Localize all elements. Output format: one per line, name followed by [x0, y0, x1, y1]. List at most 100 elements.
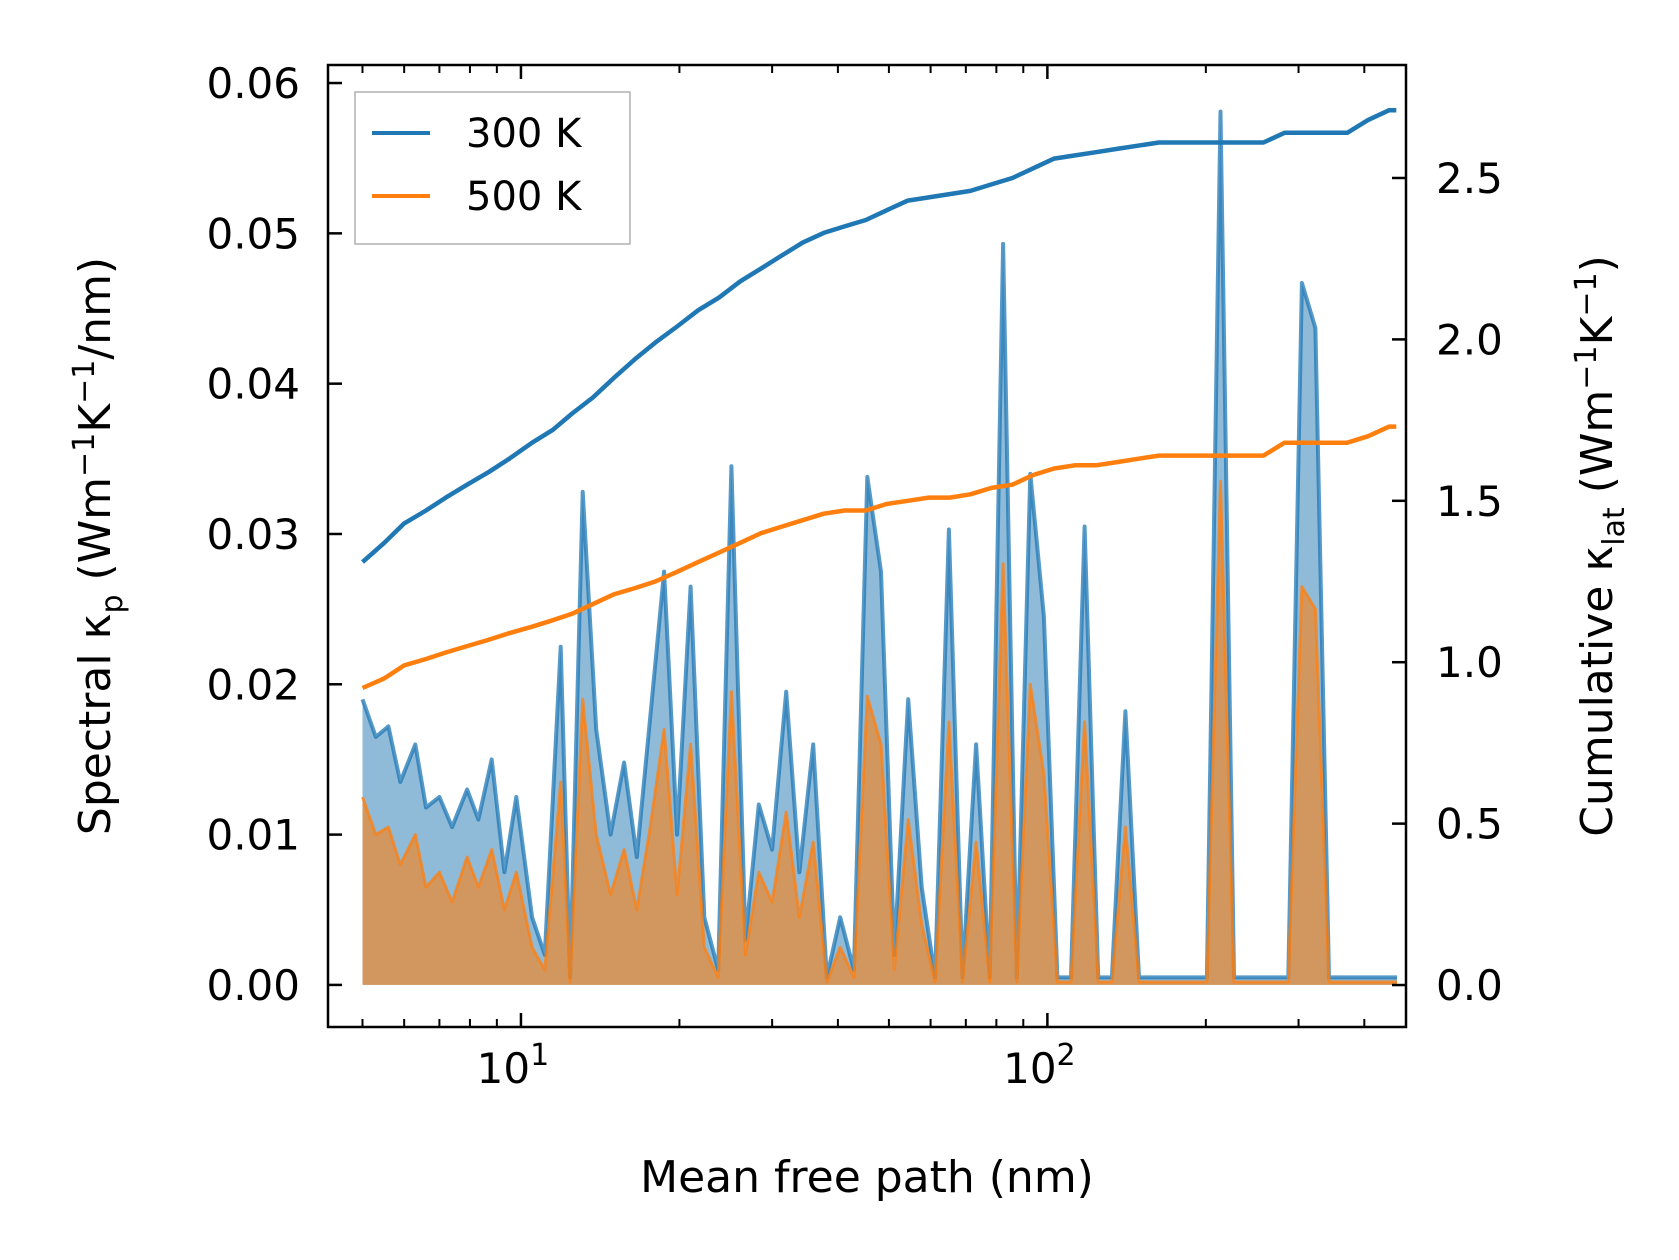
spectral-point — [893, 968, 896, 971]
spectral-point — [399, 863, 402, 866]
spectral-point — [975, 841, 978, 844]
spectral-point — [947, 528, 950, 531]
spectral-point — [1314, 608, 1317, 611]
spectral-point — [451, 826, 454, 829]
cumulative-point — [444, 651, 447, 654]
spectral-point — [374, 735, 377, 738]
spectral-point — [623, 848, 626, 851]
spectral-point — [1015, 980, 1018, 983]
spectral-point — [676, 893, 679, 896]
y-right-title-main: Cumulative κ — [1572, 546, 1623, 837]
spectral-point — [1300, 282, 1303, 285]
spectral-point — [595, 728, 598, 731]
cumulative-point — [383, 677, 386, 680]
spectral-point — [907, 698, 910, 701]
y-left-tick-label: 0.02 — [206, 660, 300, 709]
y-right-title-sub: lat — [1597, 507, 1632, 546]
cumulative-point — [1325, 441, 1328, 444]
spectral-point — [387, 725, 390, 728]
spectral-point — [649, 826, 652, 829]
y-left-ticks: 0.00 0.01 0.02 0.03 0.04 0.05 0.06 — [206, 59, 342, 1010]
cumulative-point — [906, 199, 909, 202]
cumulative-point — [654, 580, 657, 583]
spectral-point — [387, 826, 390, 829]
spectral-point — [839, 916, 842, 919]
spectral-point — [559, 645, 562, 648]
spectral-point — [503, 871, 506, 874]
cumulative-point — [531, 441, 534, 444]
y-left-tick-label: 0.06 — [206, 59, 300, 108]
y-left-title-sub: p — [95, 594, 130, 613]
cumulative-point — [634, 357, 637, 360]
cumulative-point — [1395, 109, 1398, 112]
spectral-point — [515, 871, 518, 874]
spectral-point — [477, 818, 480, 821]
cumulative-point — [1325, 131, 1328, 134]
spectral-point — [581, 490, 584, 493]
spectral-point — [1083, 525, 1086, 528]
spectral-point — [1110, 980, 1113, 983]
spectral-point — [757, 871, 760, 874]
cumulative-point — [843, 509, 846, 512]
spectral-point — [812, 841, 815, 844]
spectral-point — [1097, 980, 1100, 983]
cumulative-point — [1262, 141, 1265, 144]
spectral-point — [595, 833, 598, 836]
cumulative-point — [1388, 109, 1391, 112]
cumulative-point — [612, 593, 615, 596]
spectral-point — [1246, 980, 1249, 983]
spectral-point — [1246, 976, 1249, 979]
cumulative-point — [466, 645, 469, 648]
spectral-point — [559, 781, 562, 784]
y-left-tick-label: 0.01 — [206, 811, 300, 860]
spectral-point — [1029, 683, 1032, 686]
spectral-point — [414, 833, 417, 836]
spectral-point — [730, 465, 733, 468]
cumulative-point — [822, 512, 825, 515]
spectral-line-500k — [361, 479, 1397, 984]
cumulative-line-300k — [361, 107, 1397, 564]
spectral-point — [852, 976, 855, 979]
spectral-point — [1368, 976, 1371, 979]
y-right-axis-title: Cumulative κlat (Wm−1K−1) — [1569, 255, 1632, 837]
cumulative-point — [1220, 141, 1223, 144]
cumulative-point — [1053, 467, 1056, 470]
spectral-point — [1151, 976, 1154, 979]
spectral-point — [374, 833, 377, 836]
cumulative-point — [1262, 454, 1265, 457]
y-left-tick-label: 0.04 — [206, 360, 300, 409]
cumulative-point — [1136, 457, 1139, 460]
spectral-point — [961, 980, 964, 983]
cumulative-point — [1178, 454, 1181, 457]
y-right-title-sup1: −1 — [1569, 345, 1604, 389]
cumulative-point — [948, 193, 951, 196]
x-minor-ticks — [361, 65, 1366, 1027]
cumulative-point — [508, 457, 511, 460]
cumulative-point — [571, 412, 574, 415]
spectral-point — [1083, 720, 1086, 723]
cumulative-point — [990, 183, 993, 186]
spectral-point — [785, 811, 788, 814]
x-tick-label-base: 10 — [1003, 1044, 1056, 1093]
spectral-point — [866, 475, 869, 478]
cumulative-point — [718, 296, 721, 299]
spectral-point — [1042, 773, 1045, 776]
spectral-point — [1273, 980, 1276, 983]
spectral-point — [1260, 976, 1263, 979]
spectral-point — [1368, 980, 1371, 983]
spectral-point — [1355, 980, 1358, 983]
spectral-point — [1042, 615, 1045, 618]
cumulative-point — [425, 658, 428, 661]
spectral-point — [975, 743, 978, 746]
spectral-point — [635, 856, 638, 859]
spectral-point — [1260, 980, 1263, 983]
cumulative-point — [885, 503, 888, 506]
y-right-ticks: 0.0 0.5 1.0 1.5 2.0 2.5 — [1392, 154, 1503, 1010]
y-right-tick-label: 0.5 — [1436, 800, 1503, 849]
spectral-point — [730, 690, 733, 693]
spectral-point — [920, 886, 923, 889]
spectral-point — [988, 980, 991, 983]
cumulative-point — [551, 619, 554, 622]
y-right-tick-label: 1.5 — [1436, 477, 1503, 526]
cumulative-point — [801, 519, 804, 522]
